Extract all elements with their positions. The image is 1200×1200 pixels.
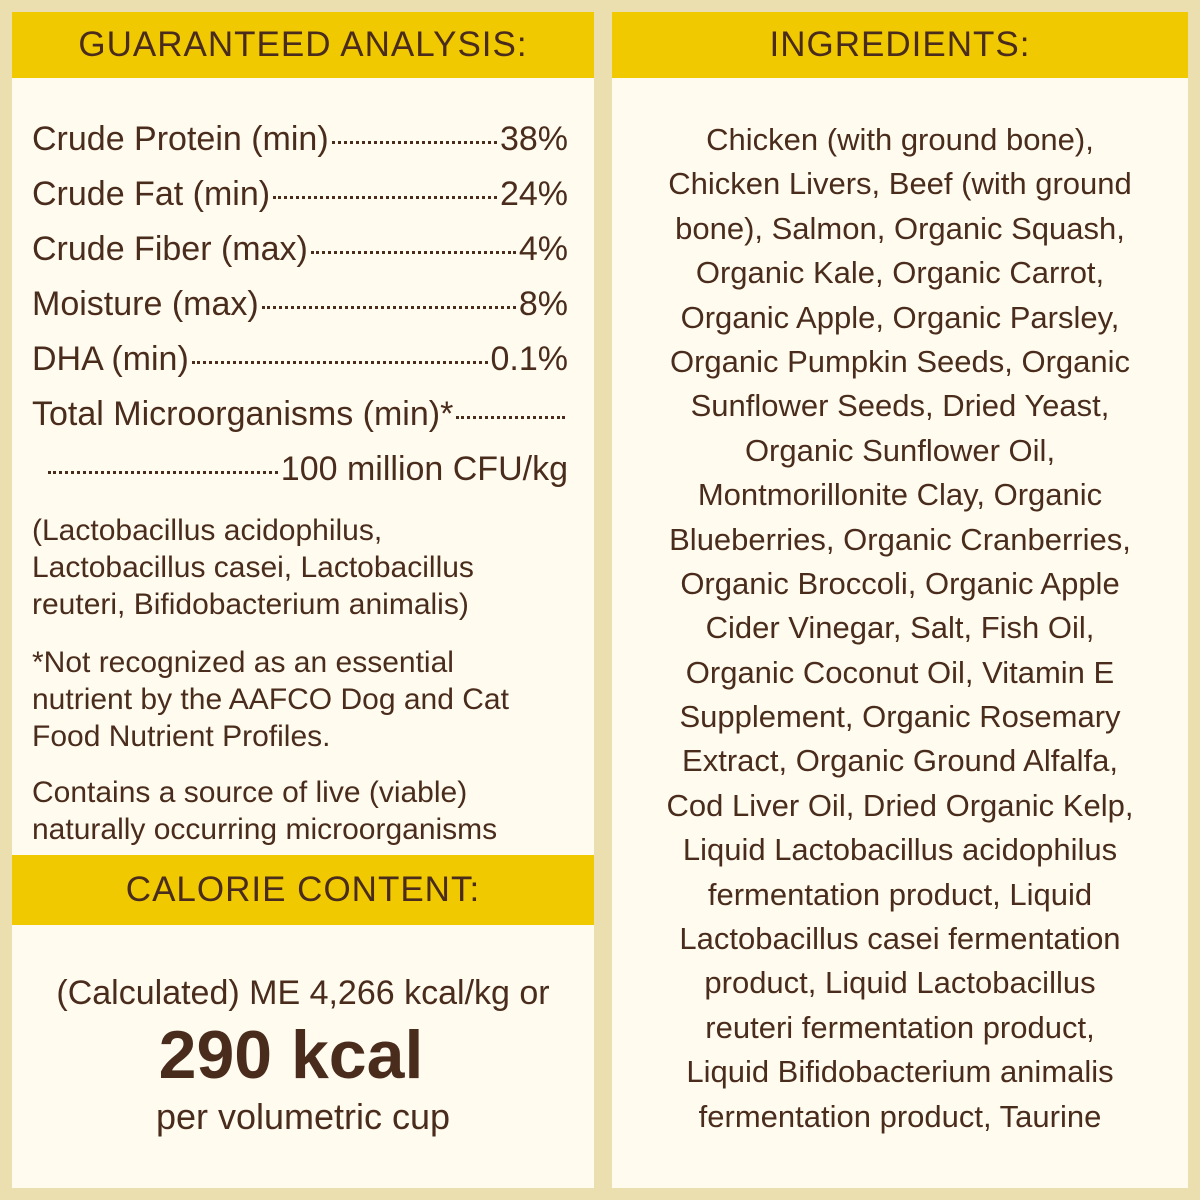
- ingredient-line: Montmorillonite Clay, Organic: [697, 477, 1103, 513]
- ingredient-line: Organic Coconut Oil, Vitamin E: [685, 654, 1115, 690]
- ingredient-line: Cider Vinegar, Salt, Fish Oil,: [705, 610, 1095, 646]
- leader: [310, 251, 516, 254]
- ingredient-line: Chicken Livers, Beef (with ground: [668, 166, 1132, 202]
- left-panel: [12, 12, 594, 1188]
- analysis-row: Total Microorganisms (min)*: [32, 395, 568, 435]
- ingredient-line: Blueberries, Organic Cranberries,: [669, 521, 1131, 557]
- analysis-row: Crude Fiber (max) 4%: [32, 230, 568, 270]
- leader: [261, 306, 516, 309]
- strains: (Lactobacillus acidophilus, Lactobacillus…: [32, 512, 474, 623]
- ingredients-list: Chicken (with ground bone), Chicken Liver…: [612, 118, 1188, 1139]
- ingredient-line: product, Liquid Lactobacillus: [704, 965, 1096, 1001]
- leader: [331, 141, 497, 144]
- section-title: GUARANTEED ANALYSIS:: [12, 12, 594, 78]
- calorie-line: (Calculated) ME 4,266 kcal/kg or: [56, 974, 550, 1012]
- analysis-row: 100 million CFU/kg: [45, 450, 568, 490]
- analysis-row: Moisture (max) 8%: [32, 285, 568, 325]
- section-title: INGREDIENTS:: [612, 12, 1188, 78]
- ingredient-line: Organic Sunflower Oil,: [744, 432, 1056, 468]
- ingredient-line: Sunflower Seeds, Dried Yeast,: [690, 388, 1110, 424]
- calorie-unit: per volumetric cup: [155, 1096, 451, 1137]
- leader: [456, 416, 565, 419]
- ingredient-line: Lactobacillus casei fermentation: [679, 921, 1121, 957]
- ingredient-line: Organic Pumpkin Seeds, Organic: [669, 343, 1131, 379]
- ingredient-line: Organic Kale, Organic Carrot,: [695, 255, 1105, 291]
- statement: Contains a source of live (viable) natura…: [32, 774, 497, 848]
- ingredient-line: reuteri fermentation product,: [705, 1009, 1095, 1045]
- amount: 38%: [499, 120, 568, 158]
- ingredient-line: fermentation product, Liquid: [707, 876, 1093, 912]
- analysis-row: DHA (min) 0.1%: [32, 340, 568, 380]
- amount: 8%: [518, 285, 568, 323]
- nutrient: Crude Fiber (max): [32, 230, 308, 268]
- ingredient-line: fermentation product, Taurine: [698, 1098, 1102, 1134]
- note-line: Food Nutrient Profiles.: [32, 720, 331, 753]
- nutrient: Crude Protein (min): [32, 120, 329, 158]
- note: *Not recognized as an essential nutrient …: [32, 644, 509, 755]
- leader: [48, 471, 278, 474]
- statement-line: Contains a source of live (viable): [32, 776, 468, 809]
- note-line: *Not recognized as an essential: [32, 646, 454, 679]
- ingredient-line: Organic Broccoli, Organic Apple: [680, 565, 1120, 601]
- statement-line: naturally occurring microorganisms: [32, 813, 498, 846]
- ingredient-line: Cod Liver Oil, Dried Organic Kelp,: [666, 787, 1134, 823]
- nutrient: Moisture (max): [32, 285, 259, 323]
- strains-line: reuteri, Bifidobacterium animalis): [32, 588, 469, 621]
- ingredient-line: Organic Apple, Organic Parsley,: [680, 299, 1120, 335]
- strains-line: Lactobacillus casei, Lactobacillus: [32, 551, 474, 584]
- ingredient-line: Liquid Bifidobacterium animalis: [686, 1054, 1114, 1090]
- amount: 0.1%: [490, 340, 569, 378]
- note-line: nutrient by the AAFCO Dog and Cat: [32, 683, 509, 716]
- ingredient-line: Chicken (with ground bone),: [706, 122, 1094, 157]
- leader: [191, 361, 488, 364]
- ingredient-line: Extract, Organic Ground Alfalfa,: [682, 743, 1118, 779]
- analysis-row: Crude Protein (min) 38%: [32, 120, 568, 160]
- amount: 100 million CFU/kg: [280, 450, 568, 488]
- right-panel: [612, 12, 1188, 1188]
- section-title: CALORIE CONTENT:: [12, 855, 594, 925]
- strains-line: (Lactobacillus acidophilus,: [32, 514, 383, 547]
- ingredient-line: Supplement, Organic Rosemary: [679, 699, 1121, 735]
- ingredient-line: Liquid Lactobacillus acidophilus: [682, 832, 1118, 868]
- nutrient: Total Microorganisms (min)*: [32, 395, 454, 433]
- amount: 24%: [499, 175, 568, 213]
- amount: 4%: [518, 230, 568, 268]
- ingredient-line: bone), Salmon, Organic Squash,: [675, 210, 1125, 246]
- leader: [273, 196, 497, 199]
- calorie-big: 290 kcal: [158, 1017, 424, 1093]
- nutrient: DHA (min): [32, 340, 189, 378]
- analysis-row: Crude Fat (min) 24%: [32, 175, 568, 215]
- nutrient: Crude Fat (min): [32, 175, 271, 213]
